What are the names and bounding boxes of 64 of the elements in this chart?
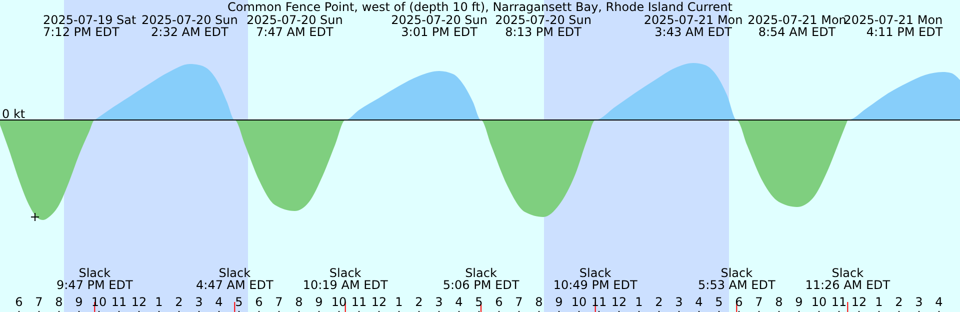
x-tick-label: 7 <box>515 295 523 309</box>
x-tick-label: 5 <box>235 295 243 309</box>
x-tick-label: 9 <box>555 295 563 309</box>
x-tick-label: 11 <box>111 295 127 309</box>
x-tick-label: 11 <box>351 295 367 309</box>
x-tick-label: 7 <box>35 295 43 309</box>
x-tick-label: 10 <box>811 295 827 309</box>
x-tick-label: 7 <box>275 295 283 309</box>
x-tick-label: 6 <box>15 295 23 309</box>
x-tick-label: 6 <box>255 295 263 309</box>
x-tick-label: 10 <box>331 295 347 309</box>
x-tick-label: 4 <box>455 295 463 309</box>
annotation: Slack 9:47 PM EDT <box>56 266 134 292</box>
annotation: Slack 4:47 AM EDT <box>196 266 274 292</box>
text: 2025-07-19 Sat 7:12 PM EDT <box>43 13 137 39</box>
x-tick-label: 1 <box>155 295 163 309</box>
ref-line-label: 0 kt <box>2 107 26 121</box>
x-tick-label: 7 <box>755 295 763 309</box>
x-tick-label: 1 <box>875 295 883 309</box>
x-tick-label: 5 <box>715 295 723 309</box>
x-tick-label: 5 <box>475 295 483 309</box>
x-tick-label: 12 <box>131 295 147 309</box>
x-tick-label: 10 <box>91 295 107 309</box>
annotation: Slack 11:26 AM EDT <box>805 266 891 292</box>
x-tick-label: 4 <box>935 295 943 309</box>
x-tick-label: 9 <box>315 295 323 309</box>
x-tick-label: 9 <box>795 295 803 309</box>
x-tick-label: 8 <box>535 295 543 309</box>
x-tick-label: 2 <box>655 295 663 309</box>
x-tick-label: 4 <box>215 295 223 309</box>
text: 2025-07-21 Mon 3:43 AM EDT <box>644 13 743 39</box>
x-tick-label: 6 <box>735 295 743 309</box>
annotation: Slack 5:53 AM EDT <box>698 266 776 292</box>
x-tick-label: 8 <box>295 295 303 309</box>
text: 2025-07-20 Sun 8:13 PM EDT <box>495 13 592 39</box>
x-tick-label: 10 <box>571 295 587 309</box>
annotation: Slack 10:19 AM EDT <box>302 266 388 292</box>
chart-title: Common Fence Point, west of (depth 10 ft), Narragansett Bay, Rhode Island Current <box>226 0 734 14</box>
text: 2025-07-20 Sun 7:47 AM EDT <box>246 13 343 39</box>
text: 2025-07-21 Mon 4:11 PM EDT <box>844 13 944 39</box>
x-tick-label: 12 <box>611 295 627 309</box>
x-tick-label: 1 <box>395 295 403 309</box>
x-tick-label: 6 <box>495 295 503 309</box>
x-tick-label: 3 <box>675 295 683 309</box>
x-tick-label: 8 <box>55 295 63 309</box>
x-tick-label: 4 <box>695 295 703 309</box>
x-tick-label: 3 <box>915 295 923 309</box>
text: 2025-07-20 Sun 3:01 PM EDT <box>391 13 488 39</box>
x-tick-label: 3 <box>195 295 203 309</box>
x-tick-label: 2 <box>895 295 903 309</box>
annotation: Slack 5:06 PM EDT <box>442 266 520 292</box>
annotation: Slack 10:49 PM EDT <box>553 266 638 292</box>
x-tick-label: 3 <box>435 295 443 309</box>
x-tick-label: 2 <box>415 295 423 309</box>
x-tick-label: 8 <box>775 295 783 309</box>
x-tick-label: 12 <box>371 295 387 309</box>
x-tick-label: 11 <box>831 295 847 309</box>
x-tick-label: 11 <box>591 295 607 309</box>
text: 2025-07-20 Sun 2:32 AM EDT <box>141 13 238 39</box>
x-tick-label: 9 <box>75 295 83 309</box>
x-tick-label: 2 <box>175 295 183 309</box>
x-tick-label: 12 <box>851 295 867 309</box>
x-tick-label: 1 <box>635 295 643 309</box>
text: 2025-07-21 Mon 8:54 AM EDT <box>748 13 846 39</box>
